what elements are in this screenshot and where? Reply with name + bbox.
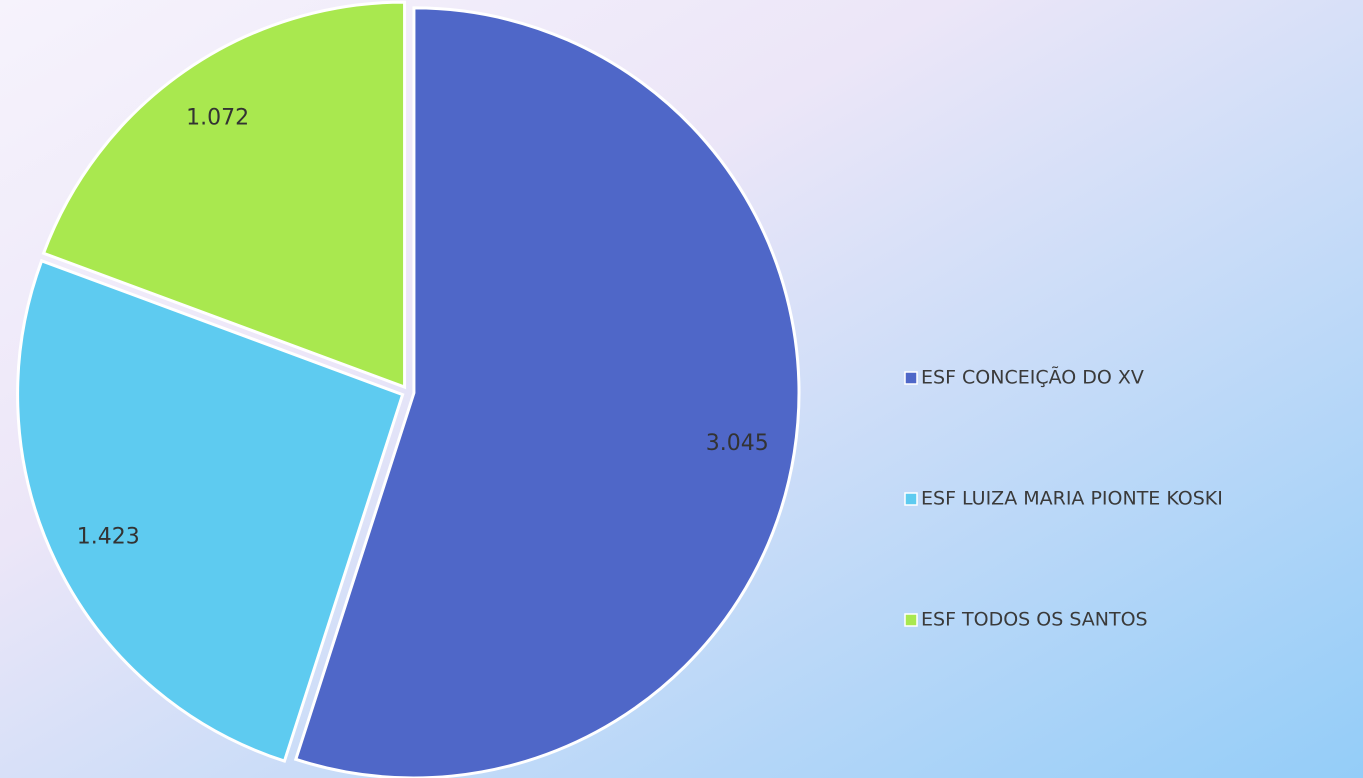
data-label: 1.423	[77, 525, 140, 550]
legend-swatch	[904, 492, 918, 506]
legend-swatch	[904, 613, 918, 627]
pie-slice	[16, 258, 405, 763]
data-label: 3.045	[706, 431, 769, 456]
data-label: 1.072	[186, 105, 249, 130]
legend-swatch	[904, 371, 918, 385]
legend-label: ESF CONCEIÇÃO DO XV	[921, 366, 1144, 389]
legend-label: ESF TODOS OS SANTOS	[921, 609, 1148, 631]
pie-slice	[41, 0, 407, 390]
pie-slice	[293, 6, 801, 778]
legend-label: ESF LUIZA MARIA PIONTE KOSKI	[921, 488, 1223, 510]
